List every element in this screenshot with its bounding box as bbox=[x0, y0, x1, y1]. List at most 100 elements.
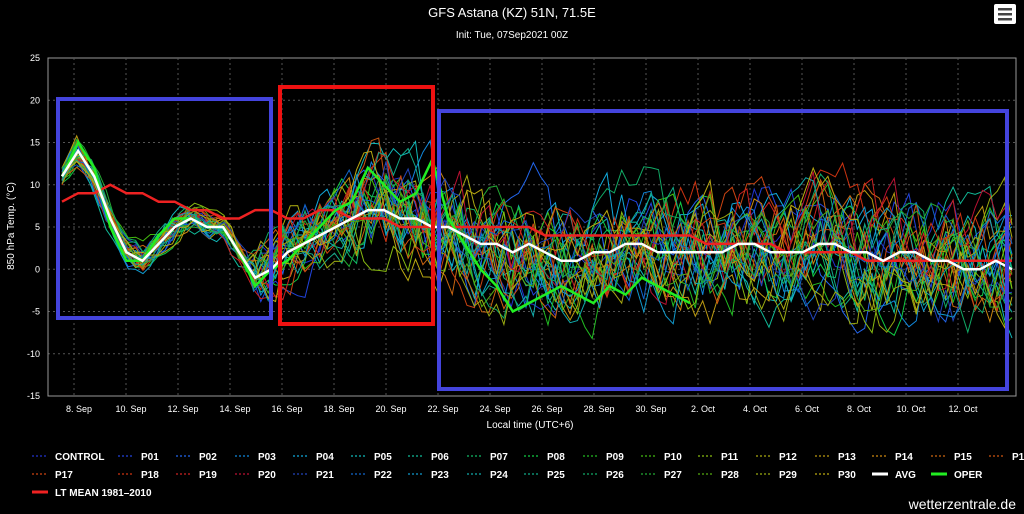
legend-label: P05 bbox=[374, 452, 392, 463]
legend-label: LT MEAN 1981–2010 bbox=[55, 488, 152, 499]
legend-label: P12 bbox=[779, 452, 797, 463]
legend-label: AVG bbox=[895, 470, 916, 481]
legend-label: P17 bbox=[55, 470, 73, 481]
legend-item-oper[interactable]: OPER bbox=[931, 470, 983, 481]
legend-label: P28 bbox=[721, 470, 739, 481]
legend-item-p22[interactable]: P22 bbox=[351, 470, 392, 481]
x-tick-label: 8. Oct bbox=[847, 404, 872, 414]
chart-subtitle: Init: Tue, 07Sep2021 00Z bbox=[456, 30, 568, 41]
member-line-p30 bbox=[61, 150, 1013, 329]
legend-item-lt-mean-1981-2010[interactable]: LT MEAN 1981–2010 bbox=[32, 488, 152, 499]
x-tick-label: 16. Sep bbox=[271, 404, 302, 414]
legend-label: P01 bbox=[141, 452, 159, 463]
legend-label: P10 bbox=[664, 452, 682, 463]
legend-label: P23 bbox=[431, 470, 449, 481]
legend-item-p04[interactable]: P04 bbox=[293, 452, 334, 463]
lt-mean-line bbox=[61, 183, 1012, 263]
x-axis-ticks: 8. Sep 10. Sep 12. Sep 14. Sep 16. Sep 18. Se… bbox=[66, 404, 978, 414]
legend-item-p11[interactable]: P11 bbox=[698, 452, 739, 463]
legend-label: P27 bbox=[664, 470, 682, 481]
x-tick-label: 20. Sep bbox=[375, 404, 406, 414]
legend-label: P25 bbox=[547, 470, 565, 481]
y-tick-label: -15 bbox=[27, 391, 40, 401]
legend-label: P18 bbox=[141, 470, 159, 481]
legend-item-p27[interactable]: P27 bbox=[641, 470, 682, 481]
y-tick-label: 20 bbox=[30, 95, 40, 105]
legend-label: P07 bbox=[490, 452, 508, 463]
member-line-p26 bbox=[61, 154, 1013, 334]
x-tick-label: 8. Sep bbox=[66, 404, 92, 414]
y-tick-label: 10 bbox=[30, 180, 40, 190]
legend-item-p10[interactable]: P10 bbox=[641, 452, 682, 463]
legend-item-avg[interactable]: AVG bbox=[872, 470, 916, 481]
legend-item-p29[interactable]: P29 bbox=[756, 470, 797, 481]
legend-item-p14[interactable]: P14 bbox=[872, 452, 913, 463]
legend-label: CONTROL bbox=[55, 452, 104, 463]
legend-item-p23[interactable]: P23 bbox=[408, 470, 449, 481]
legend-item-p21[interactable]: P21 bbox=[293, 470, 334, 481]
legend-item-p20[interactable]: P20 bbox=[235, 470, 276, 481]
legend-label: P04 bbox=[316, 452, 334, 463]
legend-label: P20 bbox=[258, 470, 276, 481]
legend-label: P21 bbox=[316, 470, 334, 481]
legend-item-p09[interactable]: P09 bbox=[583, 452, 624, 463]
chart-title: GFS Astana (KZ) 51N, 71.5E bbox=[428, 5, 596, 20]
legend-label: P16 bbox=[1012, 452, 1024, 463]
x-tick-label: 28. Sep bbox=[583, 404, 614, 414]
x-tick-label: 18. Sep bbox=[323, 404, 354, 414]
member-line-p05 bbox=[61, 140, 1013, 339]
legend-label: P09 bbox=[606, 452, 624, 463]
x-tick-label: 26. Sep bbox=[531, 404, 562, 414]
legend-item-p12[interactable]: P12 bbox=[756, 452, 797, 463]
highlight-box-left bbox=[56, 97, 273, 320]
ensemble-lines bbox=[60, 134, 1013, 340]
legend-item-p07[interactable]: P07 bbox=[467, 452, 508, 463]
legend-label: P30 bbox=[838, 470, 856, 481]
legend-label: P24 bbox=[490, 470, 508, 481]
legend-item-p28[interactable]: P28 bbox=[698, 470, 739, 481]
legend-item-p03[interactable]: P03 bbox=[235, 452, 276, 463]
x-tick-label: 2. Oct bbox=[691, 404, 716, 414]
legend-label: P26 bbox=[606, 470, 624, 481]
x-tick-label: 14. Sep bbox=[219, 404, 250, 414]
legend-item-p30[interactable]: P30 bbox=[815, 470, 856, 481]
y-tick-label: 5 bbox=[35, 222, 40, 232]
legend-item-p15[interactable]: P15 bbox=[931, 452, 972, 463]
legend-label: P11 bbox=[721, 452, 739, 463]
legend-item-p08[interactable]: P08 bbox=[524, 452, 565, 463]
y-axis-ticks: -15 -10 -5 0 5 10 15 20 25 bbox=[27, 53, 40, 401]
legend-label: P08 bbox=[547, 452, 565, 463]
legend-label: P19 bbox=[199, 470, 217, 481]
legend-item-p26[interactable]: P26 bbox=[583, 470, 624, 481]
legend-item-p13[interactable]: P13 bbox=[815, 452, 856, 463]
x-tick-label: 4. Oct bbox=[743, 404, 768, 414]
highlight-box-middle bbox=[278, 85, 435, 326]
legend-item-p25[interactable]: P25 bbox=[524, 470, 565, 481]
x-tick-label: 10. Sep bbox=[115, 404, 146, 414]
legend-item-p18[interactable]: P18 bbox=[118, 470, 159, 481]
y-tick-label: -5 bbox=[32, 307, 40, 317]
legend-item-p19[interactable]: P19 bbox=[176, 470, 217, 481]
plot-frame bbox=[47, 57, 1017, 397]
highlight-boxes bbox=[56, 85, 1009, 391]
legend-item-p24[interactable]: P24 bbox=[467, 470, 508, 481]
y-tick-label: -10 bbox=[27, 349, 40, 359]
legend-item-p05[interactable]: P05 bbox=[351, 452, 392, 463]
x-tick-label: 30. Sep bbox=[635, 404, 666, 414]
legend-item-p02[interactable]: P02 bbox=[176, 452, 217, 463]
legend-item-p01[interactable]: P01 bbox=[118, 452, 159, 463]
legend-label: P02 bbox=[199, 452, 217, 463]
hamburger-menu-icon[interactable] bbox=[994, 4, 1016, 24]
avg-line bbox=[60, 148, 1013, 280]
y-tick-label: 0 bbox=[35, 264, 40, 274]
oper-line bbox=[60, 139, 691, 314]
legend-item-control[interactable]: CONTROL bbox=[32, 452, 104, 463]
legend-label: P06 bbox=[431, 452, 449, 463]
legend: CONTROL P01 P02 P03 P04 P05 P06 P07 P08 P09 P10 P11… bbox=[32, 452, 1024, 499]
x-tick-label: 12. Sep bbox=[167, 404, 198, 414]
legend-item-p17[interactable]: P17 bbox=[32, 470, 73, 481]
legend-item-p06[interactable]: P06 bbox=[408, 452, 449, 463]
legend-label: P29 bbox=[779, 470, 797, 481]
legend-item-p16[interactable]: P16 bbox=[989, 452, 1024, 463]
